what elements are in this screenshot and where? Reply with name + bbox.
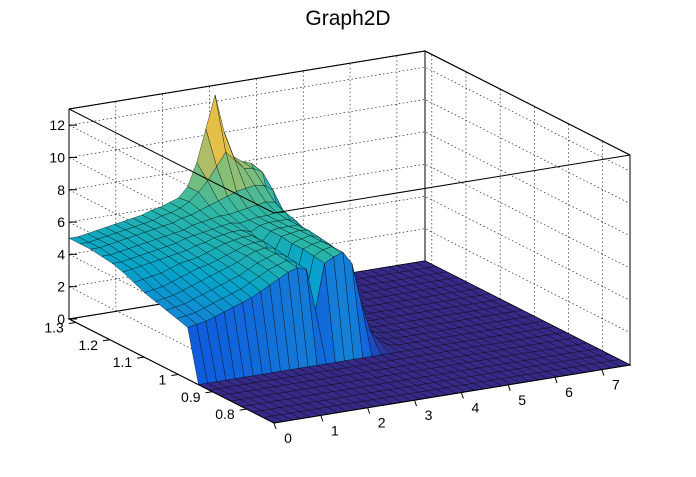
y-tick xyxy=(205,391,213,394)
y-tick-label: 1.3 xyxy=(44,319,64,335)
frame-edge xyxy=(273,154,631,214)
frame-edge xyxy=(68,108,275,214)
y-tick xyxy=(137,356,145,359)
frame-edge xyxy=(68,318,275,424)
z-tick-label: 6 xyxy=(57,214,65,230)
x-tick xyxy=(601,369,605,376)
x-tick xyxy=(367,407,371,414)
y-tick xyxy=(171,373,179,376)
z-tick-label: 4 xyxy=(57,246,65,262)
z-tick-label: 2 xyxy=(57,279,65,295)
x-tick-label: 4 xyxy=(471,399,479,415)
y-tick xyxy=(239,408,247,411)
frame-edge xyxy=(424,50,631,156)
x-tick-label: 0 xyxy=(284,430,292,446)
x-tick-label: 5 xyxy=(518,392,526,408)
y-tick xyxy=(68,321,76,324)
z-tick-labels: 0 2 4 6 8 10 12 xyxy=(49,117,77,327)
frame-edge xyxy=(273,364,631,424)
x-tick-label: 7 xyxy=(612,377,620,393)
chart-title: Graph2D xyxy=(305,7,390,30)
x-tick-label: 6 xyxy=(565,384,573,400)
x-tick xyxy=(414,399,418,407)
y-tick-label: 1.1 xyxy=(113,354,133,370)
y-tick xyxy=(102,339,111,342)
x-tick xyxy=(554,377,558,384)
axes xyxy=(68,50,631,424)
x-tick-label: 2 xyxy=(378,415,386,431)
y-tick-labels: 0.8 0.9 1 1.1 1.2 1.3 xyxy=(44,319,247,422)
surface-cells xyxy=(68,94,631,424)
z-tick-label: 12 xyxy=(49,117,65,133)
x-tick xyxy=(507,384,511,392)
x-tick xyxy=(273,422,277,430)
x-tick xyxy=(460,392,464,399)
z-tick-label: 10 xyxy=(49,149,65,165)
x-tick-labels: 0 1 2 3 4 5 6 7 xyxy=(273,369,620,446)
z-tick-label: 8 xyxy=(57,182,65,198)
y-tick-label: 1.2 xyxy=(79,337,99,353)
y-tick-label: 0.8 xyxy=(215,406,235,422)
x-tick-label: 1 xyxy=(331,422,339,438)
y-tick-label: 0.9 xyxy=(181,389,201,405)
y-tick-label: 1 xyxy=(159,371,167,387)
x-tick-label: 3 xyxy=(425,407,433,423)
z-tick-label: 0 xyxy=(57,311,65,327)
z-grid-line xyxy=(68,66,631,230)
x-tick xyxy=(320,415,324,422)
frame-edge xyxy=(68,50,426,110)
